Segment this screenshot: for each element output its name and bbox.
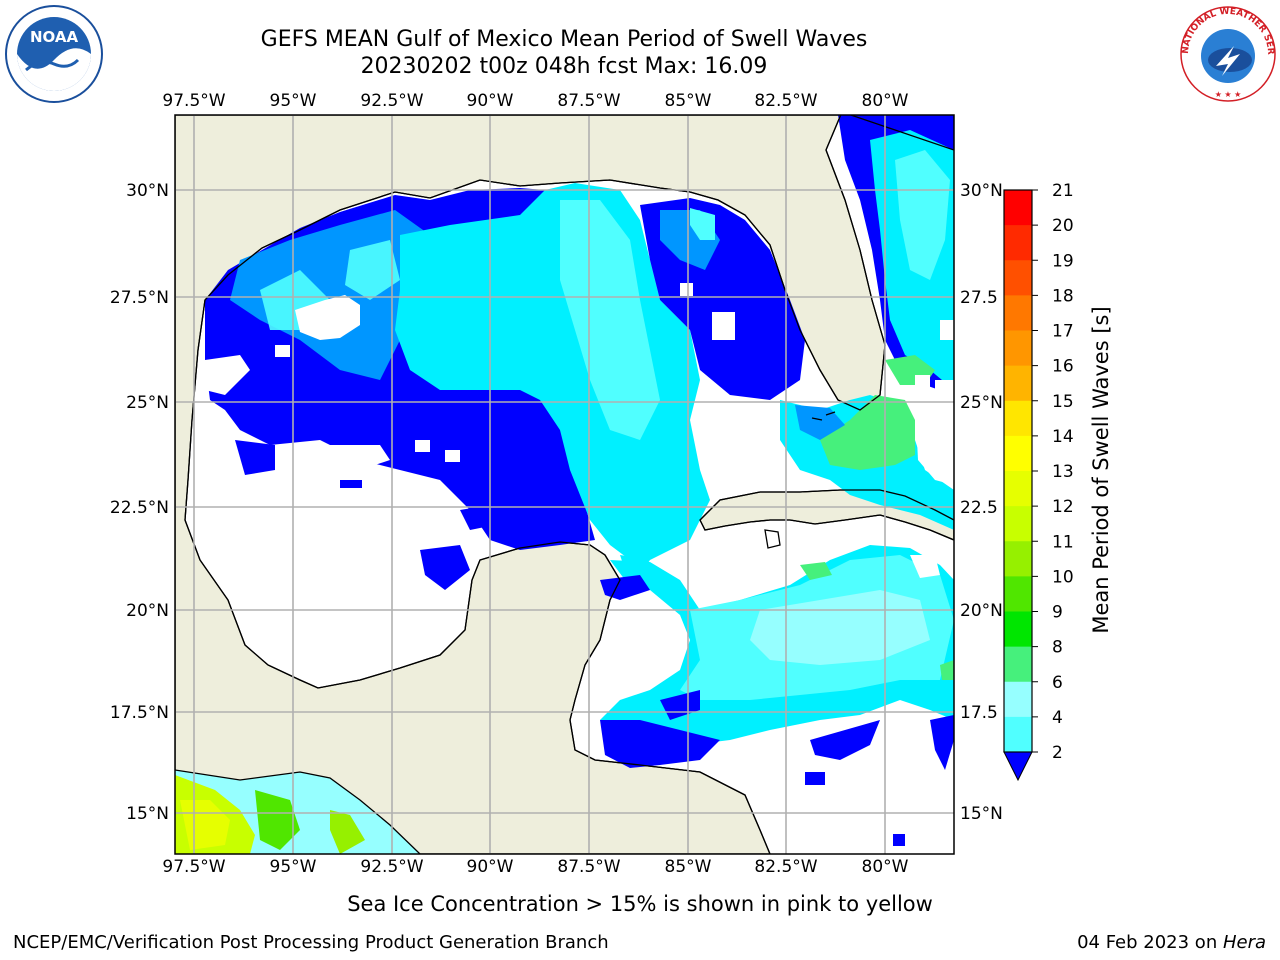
colorbar-segment	[1004, 295, 1032, 331]
longitude-label: 90°W	[467, 91, 514, 111]
colorbar-tick-label: 11	[1052, 532, 1074, 552]
credit-date: 04 Feb 2023 on Hera	[1077, 932, 1266, 953]
colorbar-segment	[1004, 611, 1032, 648]
longitude-label: 97.5°W	[162, 91, 225, 111]
longitude-label: 80°W	[862, 91, 909, 111]
latitude-label: 25°N	[960, 393, 1003, 413]
svg-text:★ ★ ★: ★ ★ ★	[1215, 90, 1242, 99]
colorbar-tick-label: 17	[1052, 322, 1074, 342]
colorbar-tick-label: 6	[1052, 673, 1063, 693]
colorbar-tick-labels: 21 20 19 18 17 16 15 14 13 12 11 10 9 8 6 4 2	[1032, 181, 1074, 763]
longitude-label: 85°W	[665, 857, 712, 877]
credit-host: Hera	[1222, 932, 1266, 953]
colorbar-tick-label: 19	[1052, 251, 1074, 271]
colorbar-tick-label: 2	[1052, 743, 1063, 763]
colorbar-segment	[1004, 471, 1032, 507]
latitude-labels-right: 30°N 27.5 25°N 22.5 20°N 17.5 15°N	[960, 181, 1003, 824]
latitude-label: 27.5°N	[110, 288, 169, 308]
longitude-label: 85°W	[665, 91, 712, 111]
colorbar-segment	[1004, 716, 1032, 753]
latitude-label: 30°N	[960, 181, 1003, 201]
colorbar-tick-label: 13	[1052, 462, 1074, 482]
colorbar-tick-label: 16	[1052, 357, 1074, 377]
colorbar-segment	[1004, 330, 1032, 367]
latitude-label: 17.5	[960, 703, 998, 723]
latitude-labels-left: 30°N 27.5°N 25°N 22.5°N 20°N 17.5°N 15°N	[110, 181, 169, 824]
colorbar-tick-label: 8	[1052, 638, 1063, 658]
colorbar-segment	[1004, 646, 1032, 683]
latitude-label: 15°N	[126, 804, 169, 824]
colorbar-label: Mean Period of Swell Waves [s]	[1089, 306, 1113, 633]
sea-ice-note: Sea Ice Concentration > 15% is shown in …	[347, 892, 933, 916]
map-frame	[174, 114, 955, 855]
latitude-label: 15°N	[960, 804, 1003, 824]
colorbar-segment	[1004, 190, 1032, 226]
map-title: GEFS MEAN Gulf of Mexico Mean Period of …	[260, 27, 868, 52]
colorbar-segment	[1004, 681, 1032, 718]
colorbar-tick-label: 14	[1052, 427, 1074, 447]
latitude-label: 30°N	[126, 181, 169, 201]
map-subtitle: 20230202 t00z 048h fcst Max: 16.09	[360, 54, 768, 79]
latitude-label: 17.5°N	[110, 703, 169, 723]
latitude-label: 25°N	[126, 393, 169, 413]
colorbar-segment	[1004, 576, 1032, 612]
colorbar-segment	[1004, 260, 1032, 296]
colorbar-tick-label: 18	[1052, 286, 1074, 306]
colorbar-segment	[1004, 506, 1032, 542]
noaa-logo: NOAA	[5, 5, 103, 103]
colorbar-tick-label: 15	[1052, 392, 1074, 412]
noaa-logo-text: NOAA	[30, 28, 79, 46]
longitude-label: 82.5°W	[754, 91, 817, 111]
colorbar-segment	[1004, 225, 1032, 261]
nws-logo: NATIONAL WEATHER SERVICE ★ ★ ★	[1178, 4, 1276, 102]
colorbar-tick-label: 4	[1052, 708, 1063, 728]
longitude-label: 87.5°W	[557, 91, 620, 111]
credit-branch: NCEP/EMC/Verification Post Processing Pr…	[13, 932, 609, 953]
colorbar-tick-label: 21	[1052, 181, 1074, 201]
colorbar-segment	[1004, 541, 1032, 577]
longitude-labels-bottom: 97.5°W 95°W 92.5°W 90°W 87.5°W 85°W 82.5°W 80°W	[162, 857, 908, 877]
colorbar-extension	[1003, 751, 1033, 782]
longitude-label: 92.5°W	[360, 91, 423, 111]
colorbar-segment	[1004, 365, 1032, 402]
longitude-label: 87.5°W	[557, 857, 620, 877]
longitude-labels-top: 97.5°W 95°W 92.5°W 90°W 87.5°W 85°W 82.5°W 80°W	[162, 91, 908, 111]
colorbar-tick-label: 10	[1052, 567, 1074, 587]
colorbar-tick-label: 12	[1052, 497, 1074, 517]
coastline	[175, 115, 954, 854]
longitude-label: 92.5°W	[360, 857, 423, 877]
latitude-label: 20°N	[960, 601, 1003, 621]
colorbar-segment	[1004, 435, 1032, 472]
latitude-label: 22.5	[960, 498, 998, 518]
colorbar-tick-label: 9	[1052, 603, 1063, 623]
longitude-label: 95°W	[270, 91, 317, 111]
longitude-label: 90°W	[467, 857, 514, 877]
longitude-label: 95°W	[270, 857, 317, 877]
latitude-label: 22.5°N	[110, 498, 169, 518]
map-plot-area	[175, 115, 954, 854]
graticule	[175, 115, 954, 854]
colorbar-segment	[1004, 400, 1032, 437]
latitude-label: 20°N	[126, 601, 169, 621]
longitude-label: 80°W	[862, 857, 909, 877]
colorbar	[1003, 189, 1033, 782]
colorbar-tick-label: 20	[1052, 216, 1074, 236]
latitude-label: 27.5	[960, 288, 998, 308]
longitude-label: 97.5°W	[162, 857, 225, 877]
longitude-label: 82.5°W	[754, 857, 817, 877]
credit-date-text: 04 Feb 2023 on	[1077, 932, 1223, 953]
